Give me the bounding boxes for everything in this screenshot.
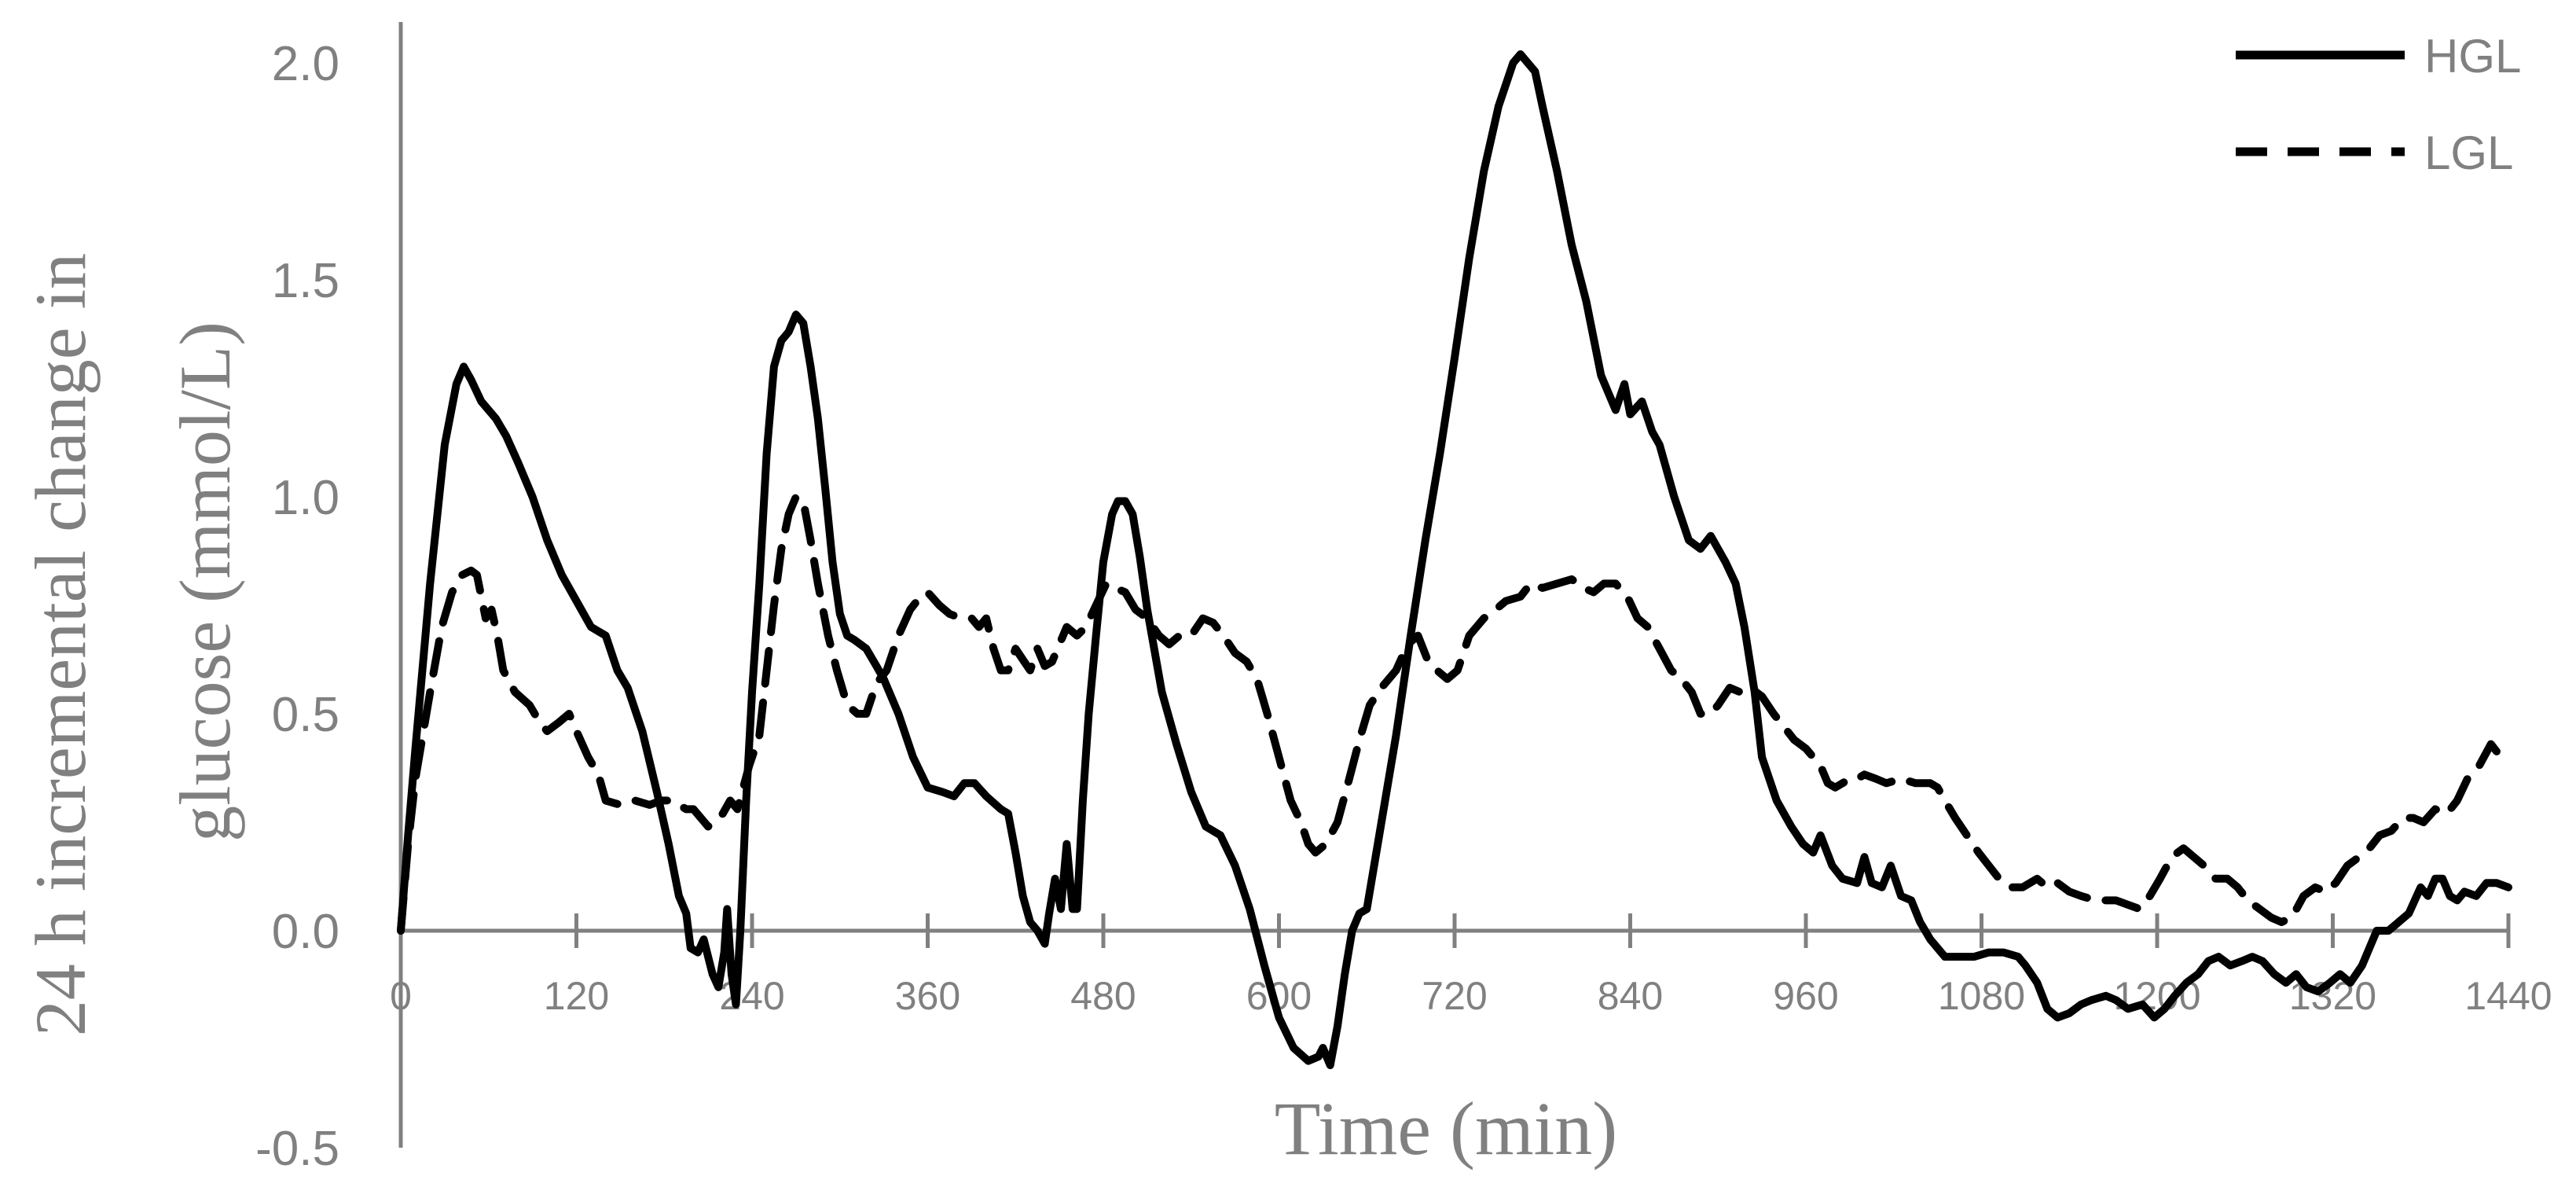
y-tick-label: 1.0 (272, 471, 339, 525)
legend-label-hgl: HGL (2424, 30, 2521, 83)
x-tick-label: 120 (544, 974, 609, 1018)
legend: HGL LGL (2236, 30, 2521, 179)
y-axis-title-line2: glucose (mmol/L) (165, 322, 245, 842)
x-tick-label: 1080 (1938, 974, 2025, 1018)
series-line-hgl (397, 50, 2512, 1070)
x-tick-label: 840 (1598, 974, 1663, 1018)
x-tick-label: 480 (1070, 974, 1136, 1018)
series-line-lgl (397, 493, 2512, 935)
x-axis-title: Time (min) (1275, 1086, 1618, 1170)
y-tick-label: 2.0 (272, 37, 339, 91)
y-tick-labels: -0.5 0.0 0.5 1.0 1.5 2.0 (255, 37, 339, 1176)
y-tick-label: 0.5 (272, 688, 339, 742)
x-tick-label: 720 (1422, 974, 1487, 1018)
x-tick-label: 960 (1773, 974, 1838, 1018)
series-layer (397, 50, 2512, 1070)
y-axis: -0.5 0.0 0.5 1.0 1.5 2.0 (255, 22, 403, 1176)
y-tick-label: 0.0 (272, 905, 339, 959)
x-tick-label: 360 (895, 974, 960, 1018)
x-tick-label: 1440 (2464, 974, 2552, 1018)
legend-label-lgl: LGL (2424, 127, 2513, 179)
y-axis-title-line1: 24 h incremental change in (20, 253, 101, 1036)
legend-item-hgl: HGL (2236, 30, 2521, 83)
y-tick-label: -0.5 (255, 1122, 339, 1176)
x-tick-label: 0 (390, 974, 412, 1018)
legend-item-lgl: LGL (2236, 127, 2513, 179)
y-tick-label: 1.5 (272, 254, 339, 308)
